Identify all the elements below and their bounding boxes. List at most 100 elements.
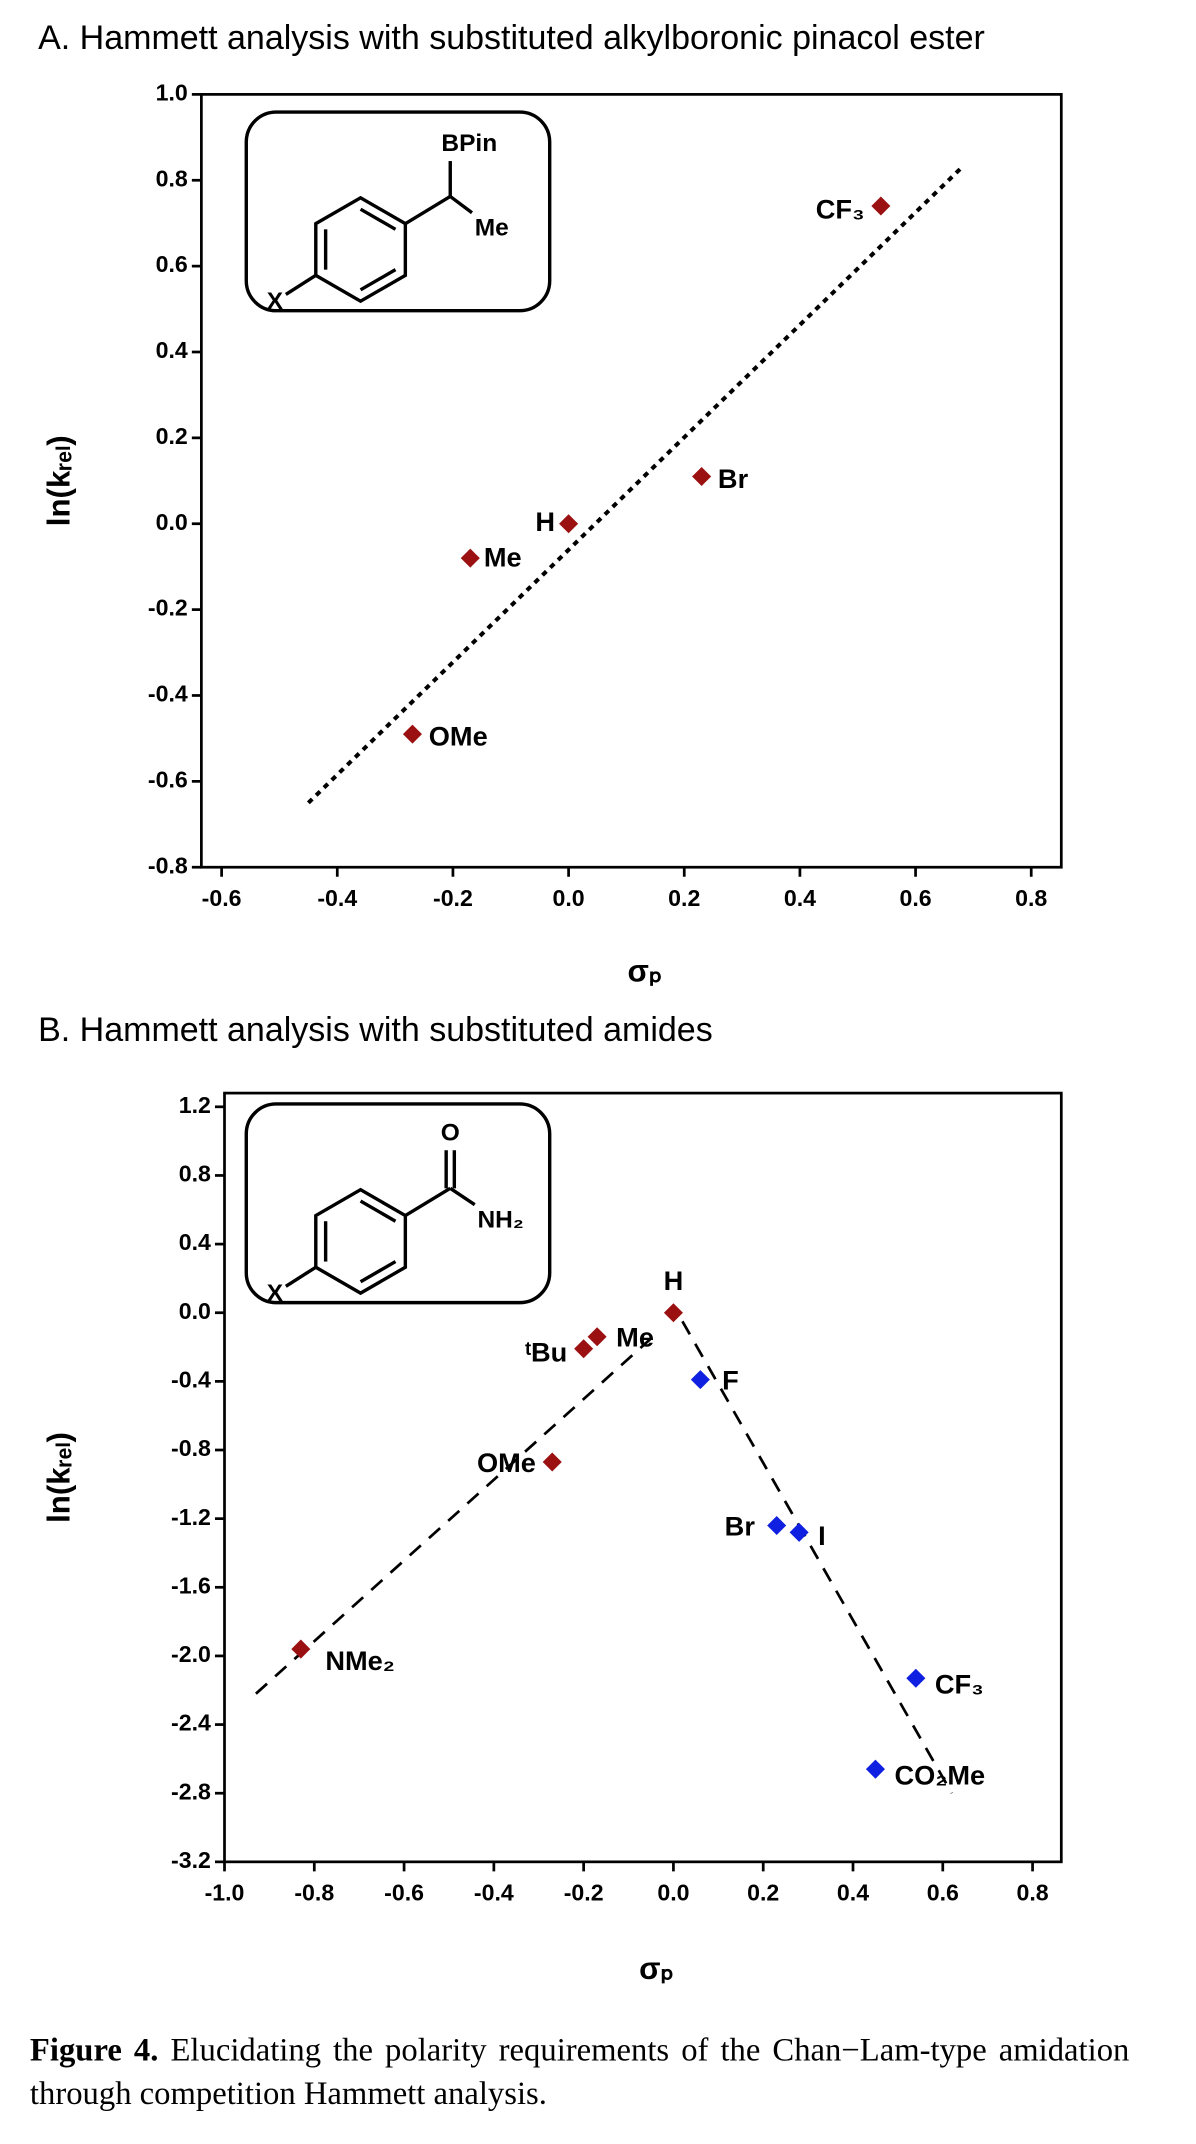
x-tick-label: 0.2 [668, 885, 700, 911]
x-tick-label: 0.0 [657, 1880, 689, 1906]
y-tick-label: -0.6 [148, 766, 188, 792]
y-axis-title: ln(kᵣₑₗ) [41, 1432, 76, 1523]
x-tick-label: 0.4 [837, 1880, 869, 1906]
y-tick-label: 0.8 [156, 165, 188, 191]
inset-box [244, 110, 552, 313]
y-tick-label: -0.4 [148, 681, 188, 707]
caption-text: Elucidating the polarity requirements of… [29, 2033, 1130, 2113]
inset-label: X [267, 288, 284, 315]
y-tick-label: -2.4 [171, 1710, 211, 1736]
y-tick-label: 0.8 [179, 1161, 211, 1187]
ring-double-bond [359, 1260, 397, 1284]
data-point [767, 1515, 787, 1536]
point-label: CO₂Me [894, 1760, 985, 1791]
point-label: CF₃ [935, 1669, 984, 1700]
data-point [460, 548, 480, 568]
x-axis-title: σₚ [628, 954, 663, 989]
y-tick-label: -0.2 [148, 595, 188, 621]
y-tick-label: -3.2 [171, 1847, 211, 1873]
bond [284, 273, 317, 296]
inset-label: X [267, 1280, 284, 1307]
ring-double-bond [359, 1199, 397, 1223]
data-point [692, 466, 712, 487]
data-point [906, 1668, 926, 1688]
data-point [865, 1759, 885, 1779]
bond [404, 1186, 452, 1218]
x-tick-label: -0.6 [384, 1880, 424, 1906]
x-tick-label: 0.8 [1015, 885, 1047, 911]
x-tick-label: -0.8 [294, 1880, 334, 1906]
point-label: Me [616, 1322, 654, 1353]
x-axis-title: σₚ [639, 1951, 674, 1986]
point-label: CF₃ [816, 194, 865, 225]
x-tick-label: -0.4 [474, 1880, 514, 1906]
inset-label: BPin [441, 130, 497, 157]
y-tick-label: 0.2 [156, 423, 188, 449]
x-tick-label: 0.0 [553, 885, 585, 911]
x-tick-label: -0.4 [317, 885, 357, 911]
data-point [663, 1303, 683, 1323]
chart-title: A. Hammett analysis with substituted alk… [38, 19, 985, 57]
point-label: F [722, 1365, 739, 1396]
bond [449, 195, 474, 215]
point-label: H [664, 1265, 684, 1296]
fit-line [255, 1337, 652, 1695]
x-tick-label: -0.2 [433, 885, 473, 911]
x-tick-label: 0.2 [747, 1880, 779, 1906]
bond [284, 1265, 317, 1288]
x-tick-label: -0.2 [564, 1880, 604, 1906]
y-tick-label: -2.8 [171, 1778, 211, 1804]
ring-double-bond [359, 268, 397, 292]
fit-line [681, 1320, 953, 1794]
inset-box [244, 1102, 552, 1305]
caption-label: Figure 4. [29, 2033, 159, 2069]
point-label: Br [718, 463, 749, 494]
data-point [690, 1370, 710, 1390]
data-point [871, 196, 891, 216]
caption: Figure 4. Elucidating the polarity requi… [30, 2029, 1129, 2116]
y-tick-label: 0.0 [179, 1298, 211, 1324]
x-tick-label: 0.8 [1016, 1880, 1048, 1906]
y-tick-label: 0.6 [156, 251, 188, 277]
y-tick-label: -1.2 [171, 1504, 211, 1530]
x-tick-label: 0.4 [784, 885, 816, 911]
bond [449, 1186, 476, 1207]
x-tick-label: -0.6 [202, 885, 242, 911]
bond [404, 194, 452, 226]
plot-frame [200, 93, 1063, 869]
y-tick-label: 0.4 [179, 1229, 211, 1255]
point-label: NMe₂ [325, 1645, 395, 1676]
data-point [587, 1327, 607, 1347]
point-label: OMe [477, 1447, 536, 1478]
y-tick-label: -0.8 [148, 852, 188, 878]
y-axis-title: ln(kᵣₑₗ) [41, 435, 76, 526]
chart-title: B. Hammett analysis with substituted ami… [38, 1011, 713, 1049]
inset-label: NH₂ [477, 1206, 523, 1233]
data-point [542, 1452, 562, 1472]
data-point [789, 1522, 809, 1542]
x-tick-label: 0.6 [927, 1880, 959, 1906]
point-label: OMe [429, 720, 488, 751]
inset-label: O [441, 1119, 460, 1146]
data-point [402, 724, 422, 744]
point-label: Me [484, 542, 522, 573]
x-tick-label: -1.0 [205, 1880, 245, 1906]
y-tick-label: -1.6 [171, 1572, 211, 1598]
data-point [291, 1639, 311, 1659]
y-tick-label: 0.0 [156, 509, 188, 535]
y-tick-label: -2.0 [171, 1641, 211, 1667]
caption-box: Figure 4. Elucidating the polarity requi… [30, 2029, 1129, 2116]
y-tick-label: 1.2 [179, 1092, 211, 1118]
inset-label: Me [475, 215, 509, 242]
data-point [559, 514, 579, 534]
point-label: H [535, 506, 555, 537]
point-label: ᵗBu [525, 1336, 567, 1367]
ring-double-bond [359, 207, 397, 231]
plot-frame [223, 1091, 1063, 1864]
x-tick-label: 0.6 [899, 885, 931, 911]
point-label: Br [725, 1510, 756, 1541]
point-label: I [818, 1520, 826, 1551]
y-tick-label: -0.8 [171, 1435, 211, 1461]
y-tick-label: 1.0 [156, 79, 188, 105]
